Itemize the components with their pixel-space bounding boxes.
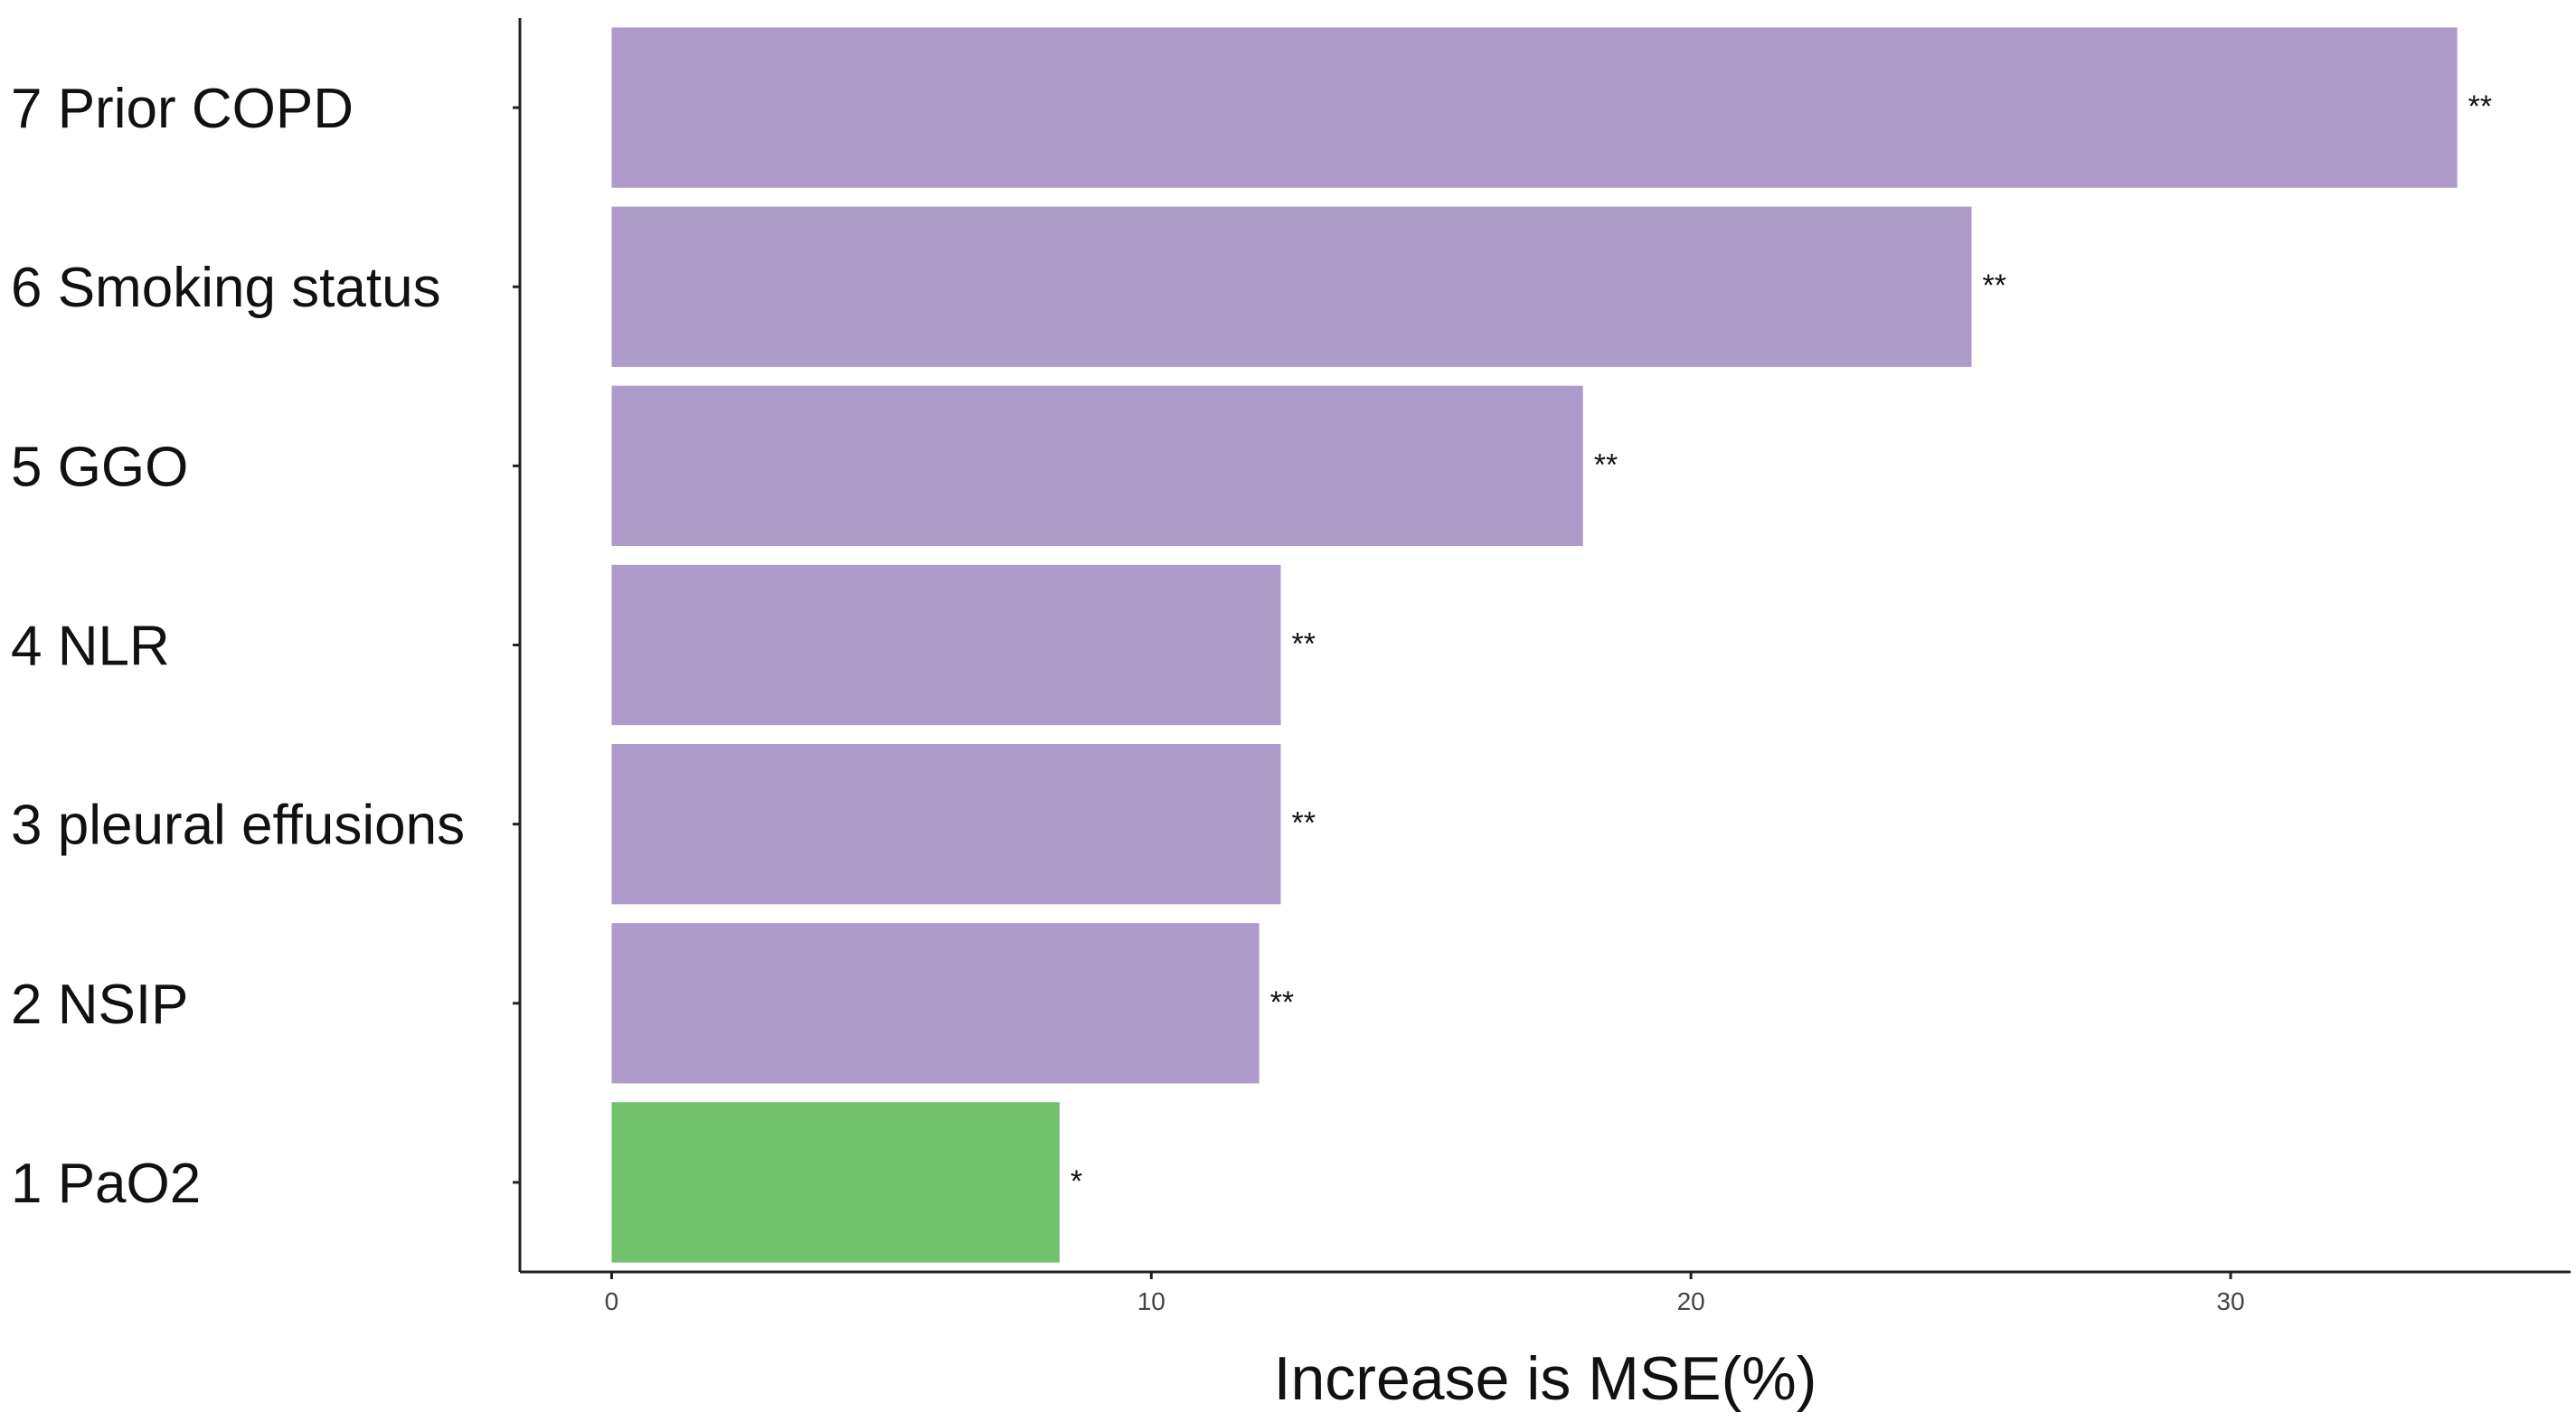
category-label-7-prior-copd: 7 Prior COPD <box>11 78 354 140</box>
significance-label-5-ggo: ** <box>1594 447 1618 482</box>
bar-6-smoking-status <box>611 206 1972 367</box>
category-label-5-ggo: 5 GGO <box>11 436 188 498</box>
bars-layer: ************* <box>611 27 2492 1263</box>
x-axis-title: Increase is MSE(%) <box>1274 1344 1817 1413</box>
category-label-6-smoking-status: 6 Smoking status <box>11 257 441 319</box>
x-tick-label-0: 0 <box>605 1287 619 1315</box>
bar-1-pao2 <box>611 1102 1060 1263</box>
category-labels: 7 Prior COPD 6 Smoking status 5 GGO 4 NLR 3 … <box>11 78 465 1215</box>
significance-label-2-nsip: ** <box>1270 985 1294 1020</box>
category-label-2-nsip: 2 NSIP <box>11 974 188 1036</box>
significance-label-6-smoking-status: ** <box>1983 268 2006 303</box>
significance-label-1-pao2: * <box>1071 1164 1082 1199</box>
category-label-4-nlr: 4 NLR <box>11 616 170 678</box>
x-tick-label-30: 30 <box>2216 1287 2244 1315</box>
significance-label-3-pleural-effusions: ** <box>1292 806 1316 841</box>
x-tick-label-20: 20 <box>1677 1287 1705 1315</box>
category-label-3-pleural-effusions: 3 pleural effusions <box>11 795 465 857</box>
x-tick-label-10: 10 <box>1137 1287 1165 1315</box>
category-label-1-pao2: 1 PaO2 <box>11 1153 201 1215</box>
bar-4-nlr <box>611 564 1281 726</box>
significance-label-4-nlr: ** <box>1292 627 1316 662</box>
significance-label-7-prior-copd: ** <box>2468 89 2492 124</box>
bar-7-prior-copd <box>611 27 2458 188</box>
x-ticks: 0 10 20 30 <box>605 1272 2245 1315</box>
bar-3-pleural-effusions <box>611 743 1281 905</box>
axes-layer <box>513 18 2571 1274</box>
bar-2-nsip <box>611 923 1260 1084</box>
bar-5-ggo <box>611 385 1583 547</box>
